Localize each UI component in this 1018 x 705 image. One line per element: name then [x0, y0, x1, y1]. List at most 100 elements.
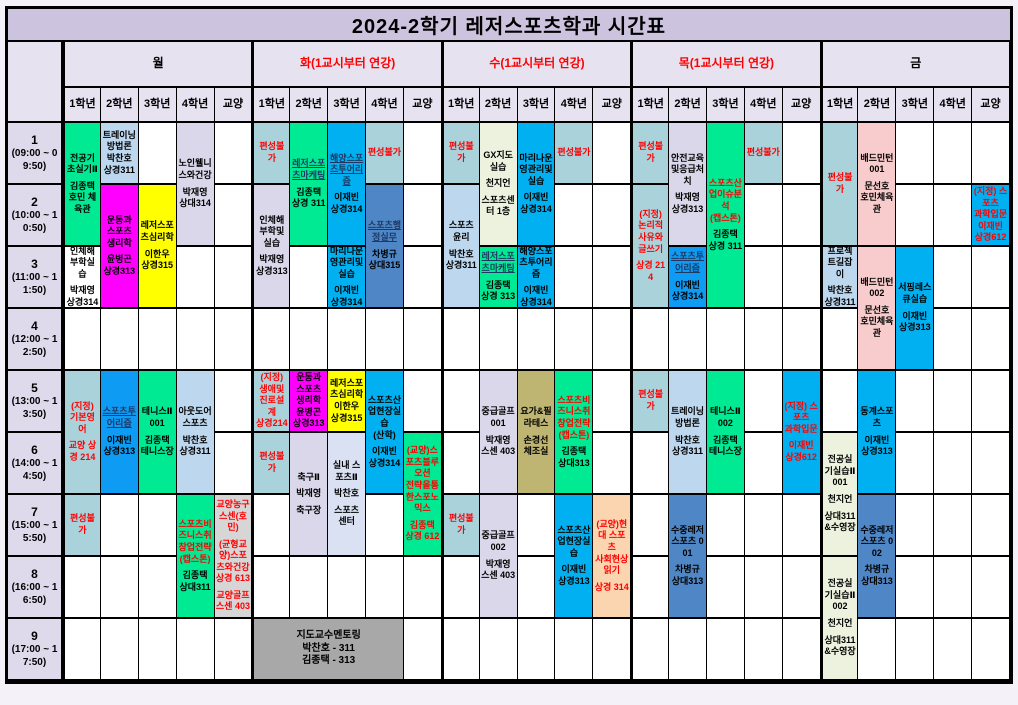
empty-cell[interactable]	[972, 371, 1010, 433]
course-cell[interactable]: 편성불가	[555, 123, 594, 185]
empty-cell[interactable]	[934, 557, 973, 619]
empty-cell[interactable]	[744, 433, 783, 495]
empty-cell[interactable]	[593, 371, 632, 433]
course-cell[interactable]: (지정) 스포츠 과학입문 이재빈 상경612	[972, 185, 1010, 247]
empty-cell[interactable]	[403, 123, 442, 185]
empty-cell[interactable]	[593, 433, 632, 495]
course-cell[interactable]: 인체해부학실습 박재영 상경314	[63, 247, 101, 309]
course-cell[interactable]: 스포츠비즈니스취창업전략(캡스톤) 김종택 상대313	[555, 371, 594, 495]
course-cell[interactable]: 마리나운영관리및실습 이재빈 상경314	[328, 247, 367, 309]
empty-cell[interactable]	[631, 619, 670, 681]
empty-cell[interactable]	[517, 309, 556, 371]
course-cell[interactable]: (지정) 논리적사유와 글쓰기 상경 214	[631, 185, 670, 309]
empty-cell[interactable]	[100, 557, 139, 619]
empty-cell[interactable]	[782, 309, 821, 371]
course-cell[interactable]: 편성불가	[252, 433, 291, 495]
empty-cell[interactable]	[290, 247, 329, 309]
empty-cell[interactable]	[441, 309, 480, 371]
empty-cell[interactable]	[593, 123, 632, 185]
empty-cell[interactable]	[252, 557, 291, 619]
empty-cell[interactable]	[972, 495, 1010, 557]
empty-cell[interactable]	[328, 309, 367, 371]
empty-cell[interactable]	[176, 247, 215, 309]
empty-cell[interactable]	[100, 309, 139, 371]
empty-cell[interactable]	[782, 247, 821, 309]
course-cell[interactable]: 편성불가	[63, 495, 101, 557]
empty-cell[interactable]	[138, 495, 177, 557]
empty-cell[interactable]	[934, 309, 973, 371]
course-cell[interactable]: 아웃도어스포츠 박찬호 상경311	[176, 371, 215, 495]
course-cell[interactable]: 수중레저스포츠 001 차병규 상대313	[669, 495, 707, 619]
empty-cell[interactable]	[744, 619, 783, 681]
empty-cell[interactable]	[669, 309, 707, 371]
empty-cell[interactable]	[176, 619, 215, 681]
empty-cell[interactable]	[403, 371, 442, 433]
empty-cell[interactable]	[934, 433, 973, 495]
empty-cell[interactable]	[403, 619, 442, 681]
course-cell[interactable]: 축구Ⅱ 박재영 축구장	[290, 433, 329, 557]
empty-cell[interactable]	[252, 495, 291, 557]
empty-cell[interactable]	[972, 123, 1010, 185]
course-cell[interactable]: 전공실기실습Ⅱ 002 천지언 상대311&수영장	[820, 557, 859, 681]
empty-cell[interactable]	[896, 371, 935, 433]
course-cell[interactable]: 편성불가	[366, 123, 404, 185]
empty-cell[interactable]	[934, 495, 973, 557]
course-cell[interactable]: 지도교수멘토링 박찬호 - 311 김종택 - 313	[252, 619, 404, 681]
empty-cell[interactable]	[820, 371, 859, 433]
empty-cell[interactable]	[972, 433, 1010, 495]
empty-cell[interactable]	[479, 309, 518, 371]
course-cell[interactable]: 스포츠산업현장실습 이재빈 상경313	[555, 495, 594, 619]
empty-cell[interactable]	[63, 309, 101, 371]
empty-cell[interactable]	[214, 433, 253, 495]
course-cell[interactable]: 편성불가	[631, 123, 670, 185]
course-cell[interactable]: 동계스포츠 이재빈 상경313	[858, 371, 897, 495]
course-cell[interactable]: 해양스포츠투어리즘 이재빈 상경314	[517, 247, 556, 309]
empty-cell[interactable]	[706, 619, 745, 681]
course-cell[interactable]: 스포츠투어리즘 이재빈 상경313	[100, 371, 139, 495]
course-cell[interactable]: 편성불가	[631, 371, 670, 433]
course-cell[interactable]: (교양)현대 스포츠 사회현상읽기 상경 314	[593, 495, 632, 619]
empty-cell[interactable]	[100, 619, 139, 681]
empty-cell[interactable]	[479, 619, 518, 681]
course-cell[interactable]: 전공기초실기Ⅱ 김종택 호민 체육관	[63, 123, 101, 247]
course-cell[interactable]: 테니스Ⅱ 001 김종택 테니스장	[138, 371, 177, 495]
empty-cell[interactable]	[631, 495, 670, 557]
course-cell[interactable]: 교양농구 스센(호민) (균형교양)스포츠와건강 상경 613 교양골프 스센 403	[214, 495, 253, 619]
empty-cell[interactable]	[176, 309, 215, 371]
empty-cell[interactable]	[366, 309, 404, 371]
empty-cell[interactable]	[631, 309, 670, 371]
empty-cell[interactable]	[441, 433, 480, 495]
empty-cell[interactable]	[214, 619, 253, 681]
empty-cell[interactable]	[934, 185, 973, 247]
empty-cell[interactable]	[214, 123, 253, 185]
course-cell[interactable]: 실내 스포츠Ⅱ 박찬호 스포츠 센터	[328, 433, 367, 557]
empty-cell[interactable]	[441, 619, 480, 681]
course-cell[interactable]: (지정) 생애및진로설계 상경214	[252, 371, 291, 433]
empty-cell[interactable]	[631, 557, 670, 619]
empty-cell[interactable]	[517, 619, 556, 681]
course-cell[interactable]: 스포츠투어리즘 이재빈 상경314	[669, 247, 707, 309]
empty-cell[interactable]	[972, 619, 1010, 681]
empty-cell[interactable]	[366, 557, 404, 619]
course-cell[interactable]: 편성불가	[744, 123, 783, 185]
empty-cell[interactable]	[555, 185, 594, 247]
empty-cell[interactable]	[744, 247, 783, 309]
course-cell[interactable]: 운동과 스포츠 생리학 윤병곤 상경313	[290, 371, 329, 433]
empty-cell[interactable]	[214, 371, 253, 433]
empty-cell[interactable]	[328, 557, 367, 619]
course-cell[interactable]: 해양스포츠투어리즘 이재빈 상경314	[328, 123, 367, 247]
empty-cell[interactable]	[744, 557, 783, 619]
empty-cell[interactable]	[441, 557, 480, 619]
empty-cell[interactable]	[517, 557, 556, 619]
empty-cell[interactable]	[214, 309, 253, 371]
course-cell[interactable]: 레저스포츠심리학 이한우 상경315	[328, 371, 367, 433]
course-cell[interactable]: 레저스포츠마케팅 김종택 상경 313	[479, 247, 518, 309]
empty-cell[interactable]	[896, 185, 935, 247]
course-cell[interactable]: 스포츠산업현장실습 (산학) 이재빈 상경314	[366, 371, 404, 495]
course-cell[interactable]: 배드민턴 001 문선호 호민체육관	[858, 123, 897, 247]
empty-cell[interactable]	[972, 309, 1010, 371]
course-cell[interactable]: 배드민턴 002 문선호 호민체육관	[858, 247, 897, 371]
course-cell[interactable]: 노인웰니스와건강 박재영 상대314	[176, 123, 215, 247]
empty-cell[interactable]	[669, 619, 707, 681]
empty-cell[interactable]	[138, 557, 177, 619]
